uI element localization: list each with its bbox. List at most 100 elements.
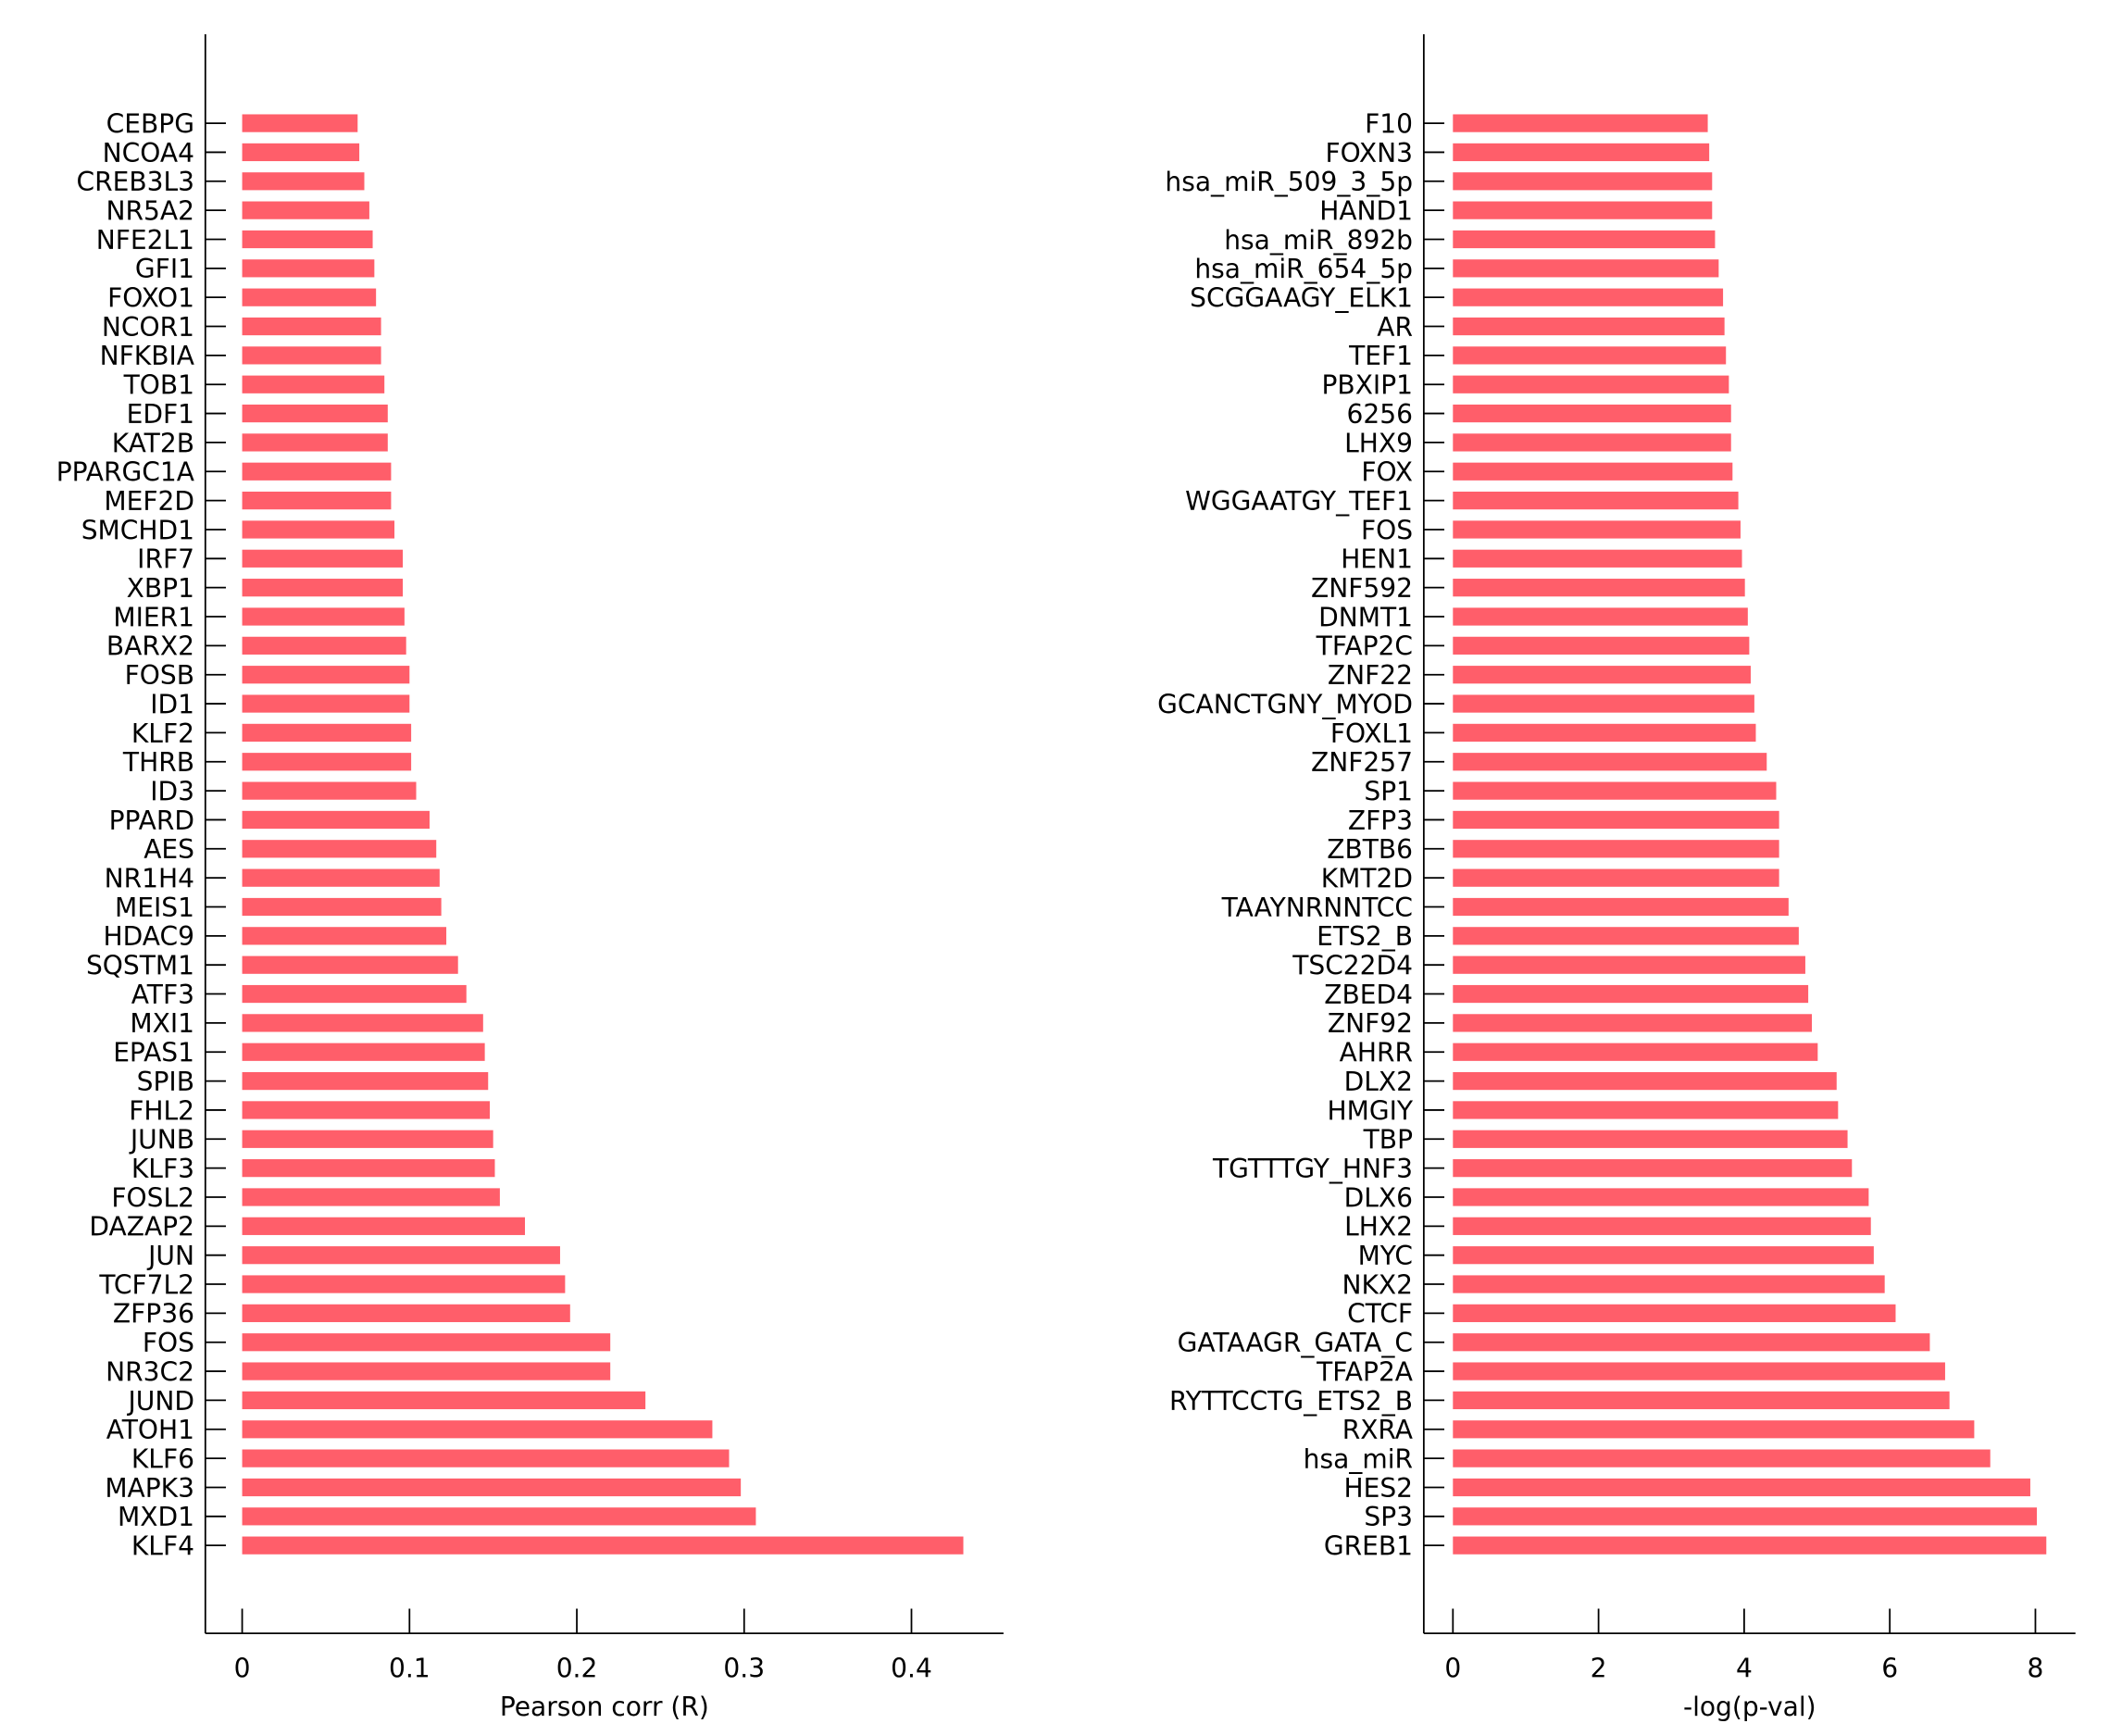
y-tick-label: KMT2D — [1321, 863, 1413, 893]
y-tick-label: IRF7 — [137, 544, 194, 575]
bar — [242, 1217, 526, 1235]
y-tick-label: EPAS1 — [113, 1038, 194, 1068]
y-tick-label: KLF3 — [131, 1154, 194, 1184]
y-tick-label: BARX2 — [106, 631, 194, 662]
bar — [1453, 723, 1756, 743]
y-tick-label: 6256 — [1347, 399, 1413, 430]
y-tick-label: NKX2 — [1342, 1269, 1413, 1300]
bar — [1453, 810, 1779, 830]
y-tick-label: HDAC9 — [104, 921, 194, 952]
bar — [242, 1246, 560, 1265]
bar — [242, 1043, 485, 1061]
bar — [1453, 607, 1748, 626]
bar — [242, 433, 388, 452]
y-tick-label: TCF7L2 — [98, 1269, 194, 1300]
y-tick-label: CREB3L3 — [76, 167, 194, 197]
y-tick-label: DAZAP2 — [89, 1212, 194, 1243]
x-tick-label: 0.4 — [891, 1653, 932, 1683]
bar — [242, 1188, 500, 1206]
bar — [1453, 114, 1708, 132]
y-tick-label: FOS — [1361, 515, 1413, 545]
bar — [1453, 317, 1725, 336]
y-tick-label: KAT2B — [112, 428, 194, 458]
y-tick-label: FOXL1 — [1330, 718, 1413, 749]
bar — [1453, 984, 1809, 1004]
y-tick-label: HEN1 — [1341, 544, 1413, 575]
x-tick-label: 6 — [1881, 1653, 1898, 1683]
x-tick-label: 0.3 — [723, 1653, 765, 1683]
bar — [1453, 1304, 1896, 1322]
y-tick-label: MYC — [1358, 1241, 1413, 1271]
bar — [1453, 1362, 1945, 1380]
y-tick-label: ZNF257 — [1311, 747, 1413, 778]
y-tick-label: CEBPG — [106, 108, 194, 139]
y-tick-label: LHX2 — [1344, 1212, 1413, 1243]
bar — [242, 317, 381, 336]
bar — [242, 927, 447, 945]
bar — [242, 288, 377, 306]
bar — [242, 1391, 646, 1410]
bar — [1453, 520, 1741, 539]
panel-2: 0 2 4 6 8 -log(p-val) F10FOXN3hsa_miR_509_3_5p… — [1157, 33, 2076, 1722]
bar — [242, 840, 437, 858]
y-tick-label: HAND1 — [1319, 195, 1413, 226]
bar — [242, 1507, 756, 1526]
bar — [1453, 143, 1710, 162]
bar — [1453, 636, 1750, 655]
y-tick-label: SP3 — [1364, 1502, 1413, 1532]
y-tick-label: NCOR1 — [102, 312, 194, 343]
y-tick-label: TAAYNRNNTCC — [1221, 893, 1413, 923]
bar — [242, 868, 440, 887]
y-tick-label: KLF2 — [131, 718, 194, 749]
bar — [242, 375, 385, 393]
y-tick-label: hsa_miR — [1304, 1443, 1413, 1474]
y-tick-label: ETS2_B — [1317, 921, 1413, 952]
bar — [1453, 1275, 1885, 1293]
y-tick-label: EDF1 — [127, 399, 194, 430]
y-tick-label: SCGGAAGY_ELK1 — [1190, 283, 1413, 314]
bar — [1453, 868, 1779, 887]
y-tick-label: ZBTB6 — [1327, 834, 1413, 865]
bar — [1453, 897, 1789, 917]
y-tick-label: ZFP36 — [113, 1299, 194, 1330]
y-tick-label: F10 — [1365, 108, 1413, 139]
bar — [242, 955, 458, 974]
y-tick-label: FOXN3 — [1325, 138, 1413, 169]
bar — [1453, 1333, 1930, 1352]
y-tick-label: GATAAGR_GATA_C — [1178, 1328, 1413, 1358]
y-tick-label: PBXIP1 — [1322, 370, 1414, 401]
bar — [1453, 1507, 2038, 1526]
bar — [1453, 375, 1729, 393]
bar — [242, 1362, 611, 1380]
bar — [1453, 955, 1805, 974]
x-tick-label: 8 — [2028, 1653, 2044, 1683]
x-tick-label: 0.1 — [389, 1653, 431, 1683]
y-tick-label: MAPK3 — [105, 1473, 194, 1504]
bar — [242, 404, 388, 423]
bar — [1453, 1159, 1853, 1178]
y-tick-label: TBP — [1363, 1125, 1413, 1155]
y-tick-label: THRB — [122, 747, 194, 778]
bar — [1453, 1188, 1869, 1206]
y-tick-label: NR5A2 — [106, 195, 194, 226]
y-tick-label: NFE2L1 — [96, 225, 194, 256]
y-tick-label: MIER1 — [113, 602, 194, 632]
y-tick-label: AHRR — [1340, 1038, 1413, 1068]
y-tick-label: TFAP2A — [1316, 1356, 1413, 1387]
y-tick-label: TOB1 — [123, 370, 194, 401]
bar — [242, 462, 392, 481]
y-tick-label: ID3 — [150, 776, 194, 806]
y-tick-label: GFI1 — [135, 254, 194, 284]
bar — [242, 1014, 483, 1032]
bar — [242, 781, 417, 800]
y-tick-label: SQSTM1 — [86, 951, 194, 981]
y-tick-label: SPIB — [137, 1067, 194, 1097]
y-tick-label: JUNB — [129, 1125, 194, 1155]
bar — [1453, 1449, 1991, 1467]
bar — [1453, 433, 1731, 452]
bar — [1453, 1217, 1871, 1235]
y-tick-label: RXRA — [1342, 1415, 1413, 1445]
y-tick-label: ZBED4 — [1324, 980, 1413, 1010]
bar — [242, 114, 358, 132]
